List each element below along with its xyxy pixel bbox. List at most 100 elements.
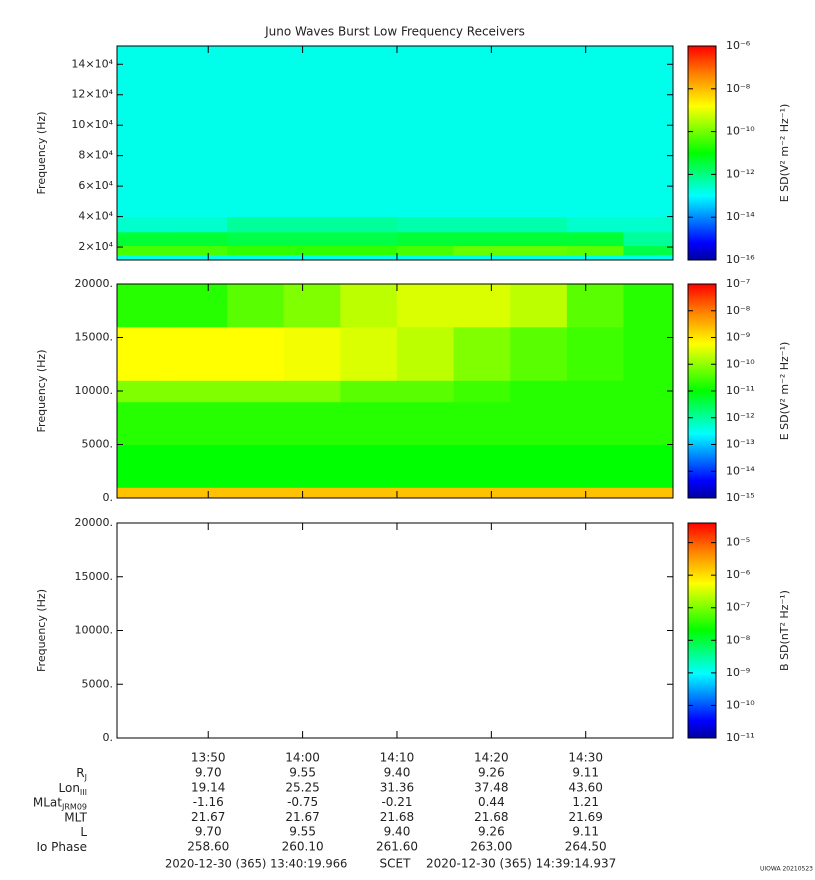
x-tick-label: 14:30: [568, 751, 603, 765]
ephemeris-value: 25.25: [285, 780, 319, 794]
heat-cell: [623, 326, 674, 381]
y-tick-label: 20000.: [75, 516, 114, 529]
heat-cell: [283, 444, 341, 488]
ephemeris-label-text: MLat: [33, 795, 62, 809]
ephemeris-value: 43.60: [569, 780, 603, 794]
heat-cell: [510, 401, 568, 445]
heat-cell: [117, 326, 171, 381]
ephemeris-value: 31.36: [380, 780, 414, 794]
y-tick-label: 10×10⁴: [71, 118, 113, 131]
ephemeris-label-text: R: [76, 766, 84, 780]
colorbar-tick-label: 10⁻¹⁴: [726, 210, 755, 223]
heat-cell: [510, 231, 568, 247]
heat-cell: [566, 254, 624, 261]
x-tick-label: 13:50: [191, 751, 226, 765]
heat-cell: [117, 401, 171, 445]
heat-cell: [396, 401, 455, 445]
heat-cell: [623, 380, 674, 403]
ephemeris-value: 37.48: [474, 780, 508, 794]
heat-cell: [396, 231, 455, 247]
ephemeris-label: MLatJRM09: [33, 795, 87, 811]
colorbar-tick-label: 10⁻¹¹: [726, 731, 755, 744]
ephemeris-label: LonIII: [59, 780, 88, 796]
ephemeris-value: 21.68: [474, 810, 508, 824]
heat-cell: [283, 216, 341, 233]
heat-cell: [283, 380, 341, 403]
heat-cell: [510, 46, 568, 218]
heat-cell: [623, 401, 674, 445]
heat-cell: [340, 46, 398, 218]
heat-cell: [117, 444, 171, 488]
heat-cell: [510, 380, 568, 403]
colorbar-tick-label: 10⁻¹²: [726, 411, 755, 424]
y-tick-label: 20000.: [75, 277, 114, 290]
heat-cell: [227, 326, 285, 381]
heat-cell: [623, 254, 674, 261]
ephemeris-value: 21.69: [569, 810, 603, 824]
colorbar-tick-label: 10⁻⁹: [726, 331, 750, 344]
heat-cell: [510, 284, 568, 328]
ephemeris-label-sub: J: [84, 773, 87, 782]
heat-cell: [566, 401, 624, 445]
heat-cell: [510, 245, 568, 256]
heat-cell: [396, 444, 455, 488]
heat-cell: [396, 254, 455, 261]
heat-cell: [453, 380, 511, 403]
colorbar-tick-label: 10⁻⁸: [726, 304, 751, 317]
heat-cell: [453, 216, 511, 233]
heat-cell: [170, 380, 228, 403]
heat-cell: [117, 46, 171, 218]
y-tick-label: 15000.: [75, 331, 114, 344]
heat-cell: [453, 245, 511, 256]
heat-cell: [453, 444, 511, 488]
heat-cell: [340, 245, 398, 256]
heat-cell: [453, 326, 511, 381]
y-axis-label: Frequency (Hz): [35, 589, 48, 672]
heat-cell: [566, 284, 624, 328]
heat-cell: [623, 444, 674, 488]
colorbar-tick-label: 10⁻⁷: [726, 601, 750, 614]
heat-cell: [170, 401, 228, 445]
colorbar-label: E SD(V² m⁻² Hz⁻¹): [778, 104, 791, 203]
heat-cell: [117, 254, 171, 261]
heat-cell: [623, 216, 674, 233]
ephemeris-value: 9.26: [478, 766, 505, 780]
ephemeris-value: 264.50: [565, 840, 607, 854]
ephemeris-value: 9.26: [478, 825, 505, 839]
heat-cell: [283, 284, 341, 328]
colorbar-tick-label: 10⁻⁶: [726, 568, 751, 581]
ephemeris-label-text: Lon: [59, 780, 80, 794]
x-tick-label: 14:00: [285, 751, 320, 765]
y-axis-label: Frequency (Hz): [35, 350, 48, 433]
heat-cell: [510, 216, 568, 233]
colorbar-label: B SD(nT² Hz⁻¹): [778, 590, 791, 671]
heat-cell: [396, 216, 455, 233]
heat-cell: [566, 380, 624, 403]
y-axis-label: Frequency (Hz): [35, 112, 48, 195]
ephemeris-value: 21.67: [191, 810, 225, 824]
heat-cell: [623, 231, 674, 247]
heat-cell: [453, 231, 511, 247]
colorbar-tick-label: 10⁻¹⁶: [726, 253, 755, 266]
heat-cell: [340, 444, 398, 488]
heat-cell: [510, 254, 568, 261]
ephemeris-value: 9.55: [289, 766, 316, 780]
ephemeris-value: -0.21: [381, 795, 412, 809]
heat-cell: [117, 380, 171, 403]
heat-cell: [170, 46, 228, 218]
heat-cell: [566, 216, 624, 233]
ephemeris-value: 0.44: [478, 795, 505, 809]
ephemeris-value: 261.60: [376, 840, 418, 854]
ephemeris-value: 263.00: [470, 840, 512, 854]
heat-cell: [283, 46, 341, 218]
heat-cell: [396, 284, 455, 328]
ephemeris-value: 9.70: [195, 766, 222, 780]
heat-cell: [623, 487, 674, 499]
y-tick-label: 2×10⁴: [78, 240, 113, 253]
colorbar: [687, 522, 717, 739]
heat-cell: [566, 487, 624, 499]
ephemeris-label-text: MLT: [64, 810, 87, 824]
ephemeris-value: 9.40: [384, 766, 411, 780]
heat-cell: [283, 245, 341, 256]
heat-cell: [227, 254, 285, 261]
